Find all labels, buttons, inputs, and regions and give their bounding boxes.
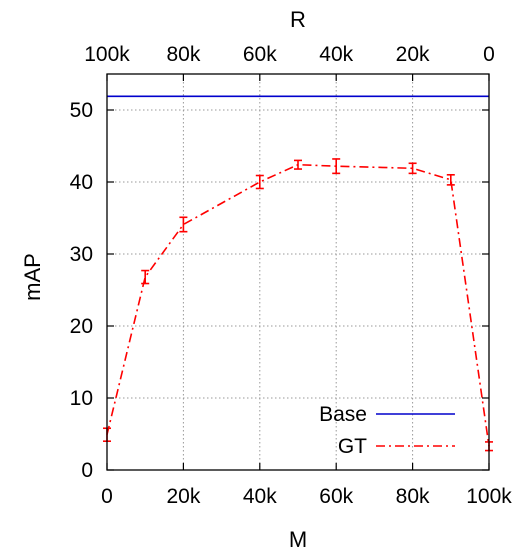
legend-label-gt: GT [338,435,367,458]
error-bar-gt [446,174,455,186]
error-bar-gt [332,158,341,175]
x-tick-label: 100k [466,485,512,508]
grid [107,74,489,470]
x-tick-label: 80k [396,485,430,508]
x-tick-label: 0 [101,485,113,508]
y-tick-label: 0 [81,459,93,482]
x2-tick-label: 40k [319,43,353,66]
x2-tick-label: 0 [483,43,495,66]
error-bar-gt [179,216,188,233]
x2-tick-label: 60k [243,43,277,66]
plot-series [103,95,493,452]
legend: Base GT [319,403,455,458]
x2-tick-label: 20k [396,43,430,66]
x-tick-label: 40k [243,485,277,508]
x2-tick-label: 100k [84,43,130,66]
top-axis-title: R [290,7,306,32]
error-bar-gt [408,162,417,175]
legend-label-base: Base [319,403,367,426]
x-tick-label: 20k [166,485,200,508]
error-bar-gt [141,269,150,285]
error-bar-gt [255,174,264,190]
series-line-gt [106,163,490,447]
error-bar-gt [294,159,302,170]
x-tick-label: 60k [319,485,353,508]
y-tick-label: 10 [70,387,93,410]
y-axis-title: mAP [20,253,45,301]
y-tick-label: 30 [70,243,93,266]
x2-tick-label: 80k [166,43,200,66]
y-tick-label: 50 [70,99,93,122]
plot-frame [106,73,490,471]
x-axis-title: M [289,527,307,552]
y-tick-label: 20 [70,315,93,338]
y-tick-label: 40 [70,171,93,194]
